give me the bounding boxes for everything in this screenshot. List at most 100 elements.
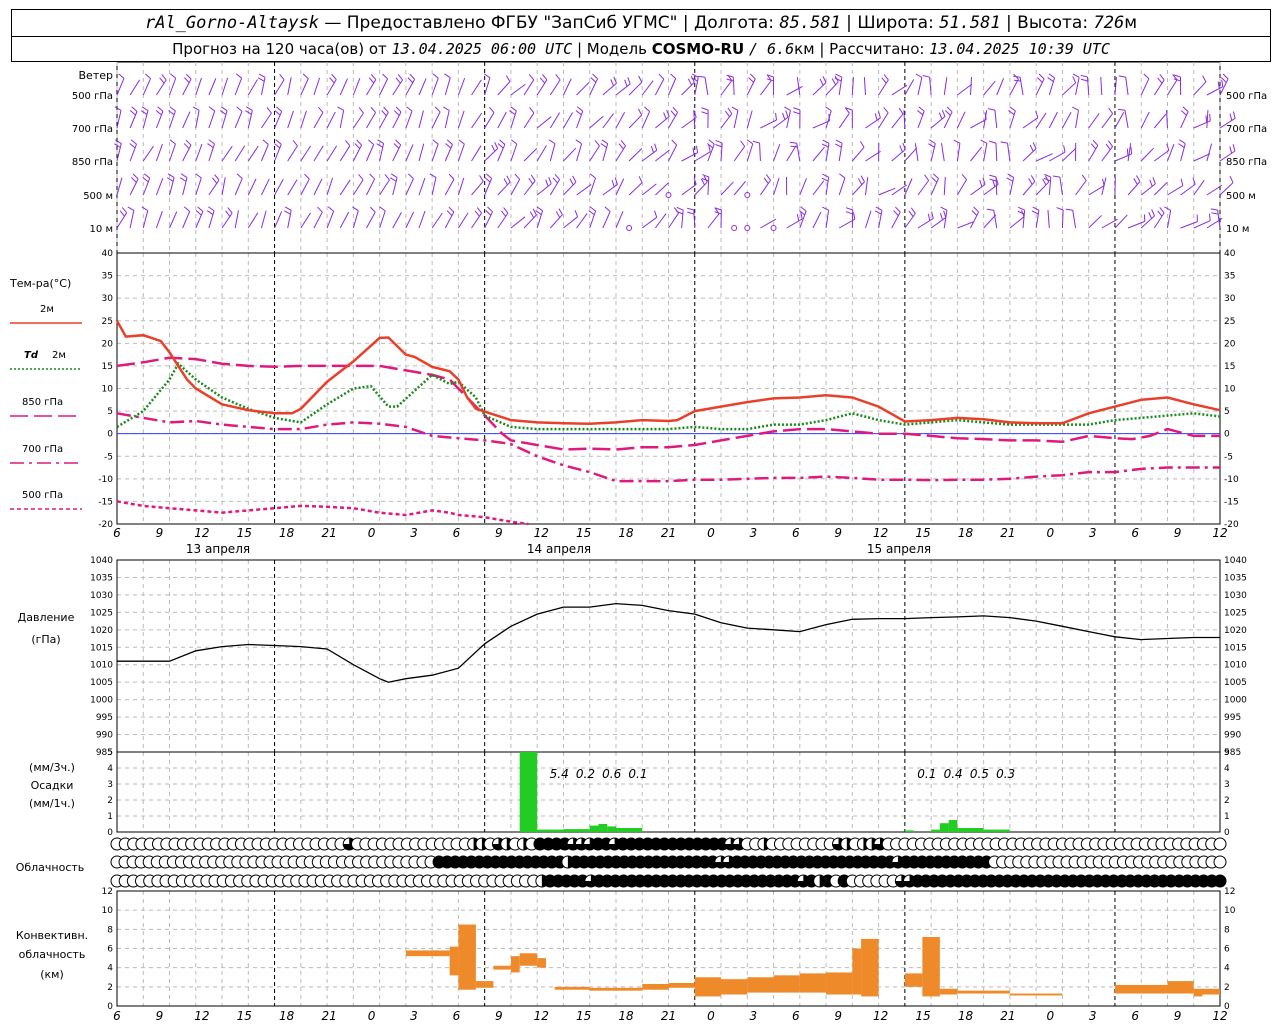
convective-cloud-bar: [773, 975, 800, 993]
wind-barb: [523, 79, 535, 96]
wind-barb-feather: [933, 173, 939, 179]
wind-barb-feather: [529, 211, 535, 219]
pressure-tick-right: 1020: [1224, 626, 1247, 636]
wind-barb: [1101, 218, 1118, 229]
wind-barb-feather: [687, 211, 695, 215]
wind-barb: [234, 210, 239, 229]
day-label: 15 апреля: [867, 542, 931, 556]
wind-barb-feather: [185, 139, 192, 146]
wind-barb-feather: [488, 106, 495, 113]
wind-barb-feather: [707, 143, 714, 149]
wind-barb-feather: [838, 173, 846, 179]
wind-barb: [904, 79, 915, 96]
wind-barb: [352, 78, 361, 96]
hour-label-top: 3: [750, 526, 758, 540]
wind-barb-feather: [227, 207, 233, 214]
wind-barb: [1035, 112, 1047, 129]
wind-barb: [1009, 216, 1025, 229]
wind-barb: [549, 112, 561, 129]
wind-barb: [379, 210, 386, 229]
wind-barb: [891, 211, 901, 229]
wind-barb-feather: [834, 77, 842, 82]
wind-barb: [247, 145, 259, 162]
wind-barb: [1101, 177, 1107, 196]
wind-barb: [655, 116, 670, 129]
wind-barb: [274, 144, 282, 162]
wind-barb-feather: [1017, 206, 1025, 211]
altitude-label: Высота:: [1017, 13, 1089, 33]
temp-tick-left: 30: [102, 294, 114, 304]
precip-tick-right: 5: [1224, 748, 1230, 758]
wind-barb-feather: [506, 175, 511, 183]
hour-label-bottom: 3: [750, 1009, 758, 1023]
wind-barb-feather: [727, 107, 733, 114]
wind-barb-feather: [749, 73, 756, 80]
wind-barb: [1154, 149, 1170, 162]
wind-barb-feather: [575, 110, 582, 116]
wind-barb: [1140, 215, 1155, 229]
wind-barb: [995, 142, 998, 162]
pressure-tick-right: 990: [1224, 731, 1241, 741]
wind-barb-feather: [765, 174, 771, 181]
wind-barb-feather: [377, 139, 384, 144]
wind-barb-feather: [442, 106, 450, 111]
provider-text: — Предоставлено ФГБУ "ЗапСиб УГМС": [324, 13, 678, 33]
wind-barb-feather: [221, 106, 228, 112]
wind-barb: [234, 178, 243, 196]
hour-label-bottom: 9: [834, 1009, 842, 1023]
wind-barb-feather: [1229, 146, 1233, 154]
wind-barb-feather: [844, 107, 850, 114]
precip-total-label: 0.1: [917, 767, 936, 781]
hour-label-bottom: 6: [453, 1009, 461, 1023]
wind-barb: [260, 178, 270, 196]
convective-cloud-bar: [1009, 993, 1063, 996]
precip-tick-left: 5: [107, 748, 113, 758]
wind-barb-feather: [1166, 143, 1170, 151]
wind-barb: [641, 149, 658, 162]
wind-barb: [313, 145, 324, 162]
wind-barb: [471, 180, 484, 196]
calm-wind-circle: [744, 225, 751, 231]
wind-barb-feather: [1056, 207, 1064, 211]
wind-barb: [983, 80, 996, 96]
wind-barb-feather: [945, 110, 951, 116]
hour-label-bottom: 21: [1000, 1009, 1015, 1023]
precip-tick-left: 4: [107, 764, 113, 774]
wind-barb-feather: [446, 210, 453, 216]
wind-barb: [484, 148, 499, 162]
wind-barb: [536, 79, 548, 96]
wind-barb: [1101, 146, 1113, 162]
wind-barb: [260, 210, 267, 229]
wind-barb-feather: [793, 107, 801, 111]
wind-barb-feather: [939, 213, 944, 221]
wind-barb: [993, 210, 998, 229]
wind-barb-feather: [141, 206, 149, 211]
series-pressure: [117, 602, 1220, 683]
hour-label-top: 6: [113, 526, 121, 540]
wind-barb-feather: [206, 210, 214, 215]
calm-wind-circle: [626, 225, 633, 231]
wind-barb-feather: [895, 206, 901, 213]
wind-barb-feather: [798, 210, 806, 216]
wind-barb: [392, 177, 398, 196]
wind-barb: [838, 112, 850, 129]
wind-barb-feather: [715, 143, 723, 148]
temp-tick-left: 10: [102, 385, 114, 395]
wind-barb: [943, 111, 953, 129]
wind-barb: [1019, 77, 1024, 96]
wind-barb-feather: [766, 78, 774, 82]
wind-barb-feather: [545, 179, 549, 187]
wind-barb: [221, 212, 233, 229]
pressure-tick-left: 985: [96, 748, 113, 758]
wind-barb: [693, 109, 696, 129]
wind-barb: [116, 110, 122, 129]
wind-barb-feather: [671, 139, 678, 146]
wind-barb-feather: [883, 107, 889, 114]
wind-barb: [681, 81, 695, 96]
wind-barb-feather: [384, 174, 390, 181]
wind-barb-feather: [883, 74, 889, 81]
wind-barb-feather: [505, 75, 511, 82]
wind-barb-feather: [714, 211, 722, 215]
wind-barb: [326, 211, 335, 229]
wind-barb: [732, 76, 735, 96]
